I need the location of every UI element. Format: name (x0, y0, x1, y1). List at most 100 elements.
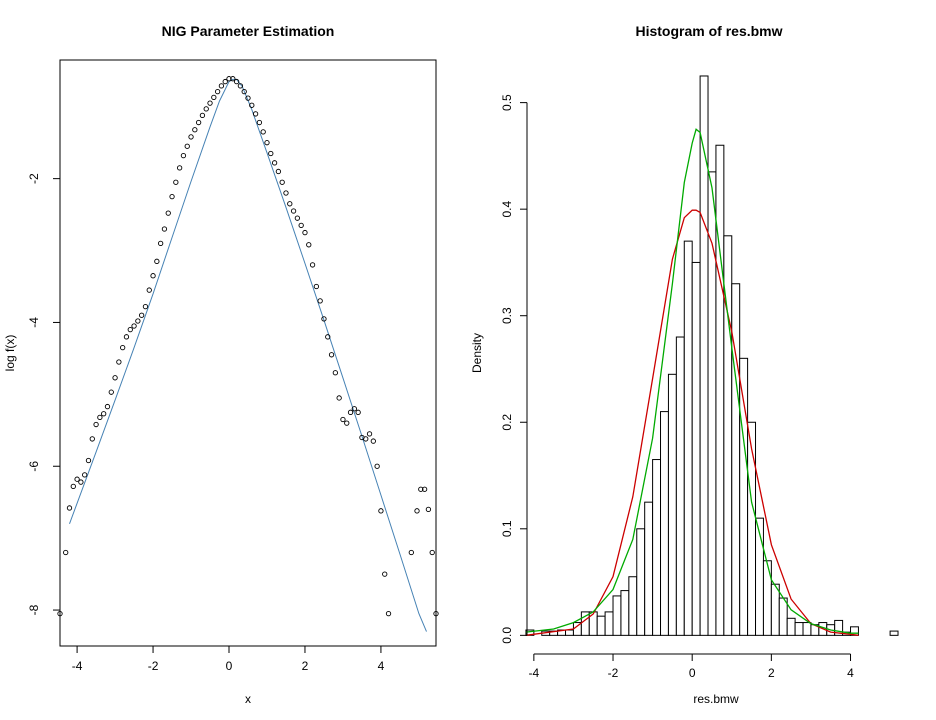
histogram-bar (660, 411, 669, 636)
left-data-point (302, 229, 308, 236)
left-data-point (203, 106, 209, 112)
left-fit-line (69, 78, 427, 632)
left-data-point (116, 359, 122, 365)
left-data-point (101, 411, 107, 417)
right-x-tick-label: 4 (847, 666, 854, 680)
histogram-bar (604, 611, 614, 636)
left-data-point (131, 323, 137, 329)
histogram-bar (794, 622, 804, 636)
left-x-tick-label: -2 (148, 659, 159, 673)
left-data-point (317, 298, 323, 304)
left-data-point (325, 334, 331, 340)
left-data-point (173, 179, 179, 185)
left-data-point (429, 549, 435, 556)
left-data-point (256, 119, 263, 126)
left-data-point (63, 549, 69, 556)
left-data-point (218, 83, 225, 89)
left-data-point (252, 111, 259, 117)
right-bars-layer (525, 75, 899, 636)
left-data-point (382, 571, 388, 577)
histogram-bar (889, 630, 899, 636)
left-y-tick-label: -8 (27, 604, 41, 615)
left-data-point (230, 76, 236, 82)
left-data-point (421, 486, 428, 492)
left-data-point (199, 112, 206, 119)
left-chart-title: NIG Parameter Estimation (162, 23, 335, 39)
left-y-tick-label: -4 (27, 317, 41, 328)
left-plot-frame (59, 59, 437, 647)
left-data-point (93, 421, 99, 428)
left-points-layer (57, 76, 439, 617)
right-chart-title: Histogram of res.bmw (635, 23, 782, 39)
normal-density-curve (525, 209, 859, 636)
left-data-point (433, 610, 439, 617)
left-data-point (309, 262, 316, 268)
right-x-axis: -4 -2 0 2 4 (529, 653, 854, 680)
left-data-point (355, 409, 361, 415)
left-data-point (245, 95, 251, 101)
left-data-point (298, 222, 304, 229)
right-y-tick-label: 0.2 (500, 414, 514, 431)
histogram-bar (834, 619, 844, 636)
left-data-point (74, 476, 80, 482)
histogram-bar (667, 373, 677, 636)
left-data-point (374, 463, 380, 469)
left-data-point (188, 134, 194, 140)
left-data-point (207, 100, 213, 106)
nig-density-curve (525, 128, 859, 634)
left-data-point (275, 168, 282, 175)
left-x-tick-label: 2 (302, 659, 309, 673)
left-x-tick-label: -4 (72, 659, 83, 673)
left-data-point (161, 226, 168, 232)
left-data-point (123, 334, 130, 340)
left-data-point (211, 94, 217, 101)
left-data-point (135, 318, 141, 324)
left-data-point (351, 406, 357, 412)
left-data-point (150, 273, 156, 279)
histogram-bar (778, 597, 788, 636)
left-x-tick-label: 0 (226, 659, 233, 673)
right-y-axis-label: Density (470, 333, 484, 373)
left-data-point (418, 486, 424, 492)
right-x-tick-label: 0 (689, 666, 696, 680)
left-data-point (78, 479, 84, 485)
left-data-point (154, 258, 160, 264)
left-data-point (85, 457, 92, 464)
left-x-axis: -4 -2 0 2 4 (72, 646, 385, 673)
left-data-point (97, 414, 103, 421)
histogram-bar (596, 615, 606, 636)
right-y-axis: 0.0 0.1 0.2 0.3 0.4 0.5 (500, 94, 528, 644)
histogram-bar (683, 240, 693, 636)
left-data-point (287, 201, 293, 207)
right-y-tick-label: 0.0 (500, 627, 514, 644)
left-data-point (70, 483, 76, 490)
left-data-point (385, 610, 392, 617)
right-x-tick-label: 2 (768, 666, 775, 680)
left-fit-line-layer (69, 78, 427, 632)
left-data-point (425, 506, 432, 513)
left-data-point (139, 312, 145, 318)
right-x-tick-label: -4 (529, 666, 540, 680)
left-data-point (370, 438, 376, 444)
left-data-point (249, 102, 255, 108)
histogram-bar (565, 629, 574, 636)
histogram-bar (747, 421, 757, 636)
left-data-point (306, 242, 312, 248)
left-data-point (279, 179, 285, 185)
histogram-bar (628, 576, 638, 636)
left-data-point (180, 152, 187, 159)
left-y-tick-label: -6 (27, 461, 41, 472)
histogram-bar (652, 459, 662, 636)
left-data-point (366, 431, 373, 437)
left-data-point (127, 326, 133, 333)
left-data-point (336, 395, 342, 401)
left-y-axis: -8 -6 -4 -2 (27, 173, 60, 615)
left-data-point (66, 505, 73, 511)
left-data-point (233, 78, 240, 85)
left-data-point (82, 472, 88, 478)
left-panel: NIG Parameter Estimation -4 -2 0 2 4 -8-6-4-… (3, 23, 439, 706)
histogram-bar (636, 528, 646, 636)
right-y-tick-label: 0.5 (500, 94, 514, 111)
left-data-point (347, 409, 354, 415)
